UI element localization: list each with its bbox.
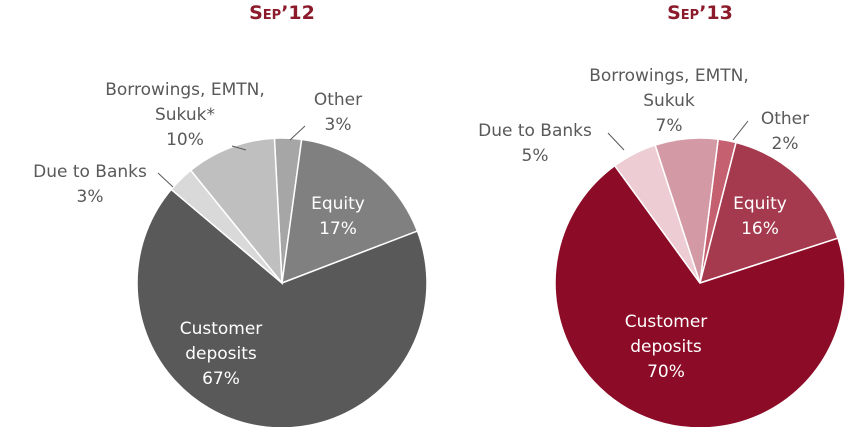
slice-label: Other 2% bbox=[745, 107, 825, 157]
value-label: 5% bbox=[521, 146, 549, 166]
category-label: Due to Banks bbox=[33, 162, 147, 182]
pie-slice bbox=[654, 137, 720, 284]
category-label: Borrowings, EMTN, Sukuk* bbox=[105, 80, 265, 125]
category-label: Equity bbox=[311, 194, 365, 214]
pie-slice bbox=[189, 137, 283, 286]
category-label: Equity bbox=[733, 194, 787, 214]
value-label: 67% bbox=[202, 369, 240, 389]
pie-slice bbox=[698, 141, 839, 285]
slice-label: Equity 16% bbox=[715, 192, 805, 242]
slice-label: Equity 17% bbox=[293, 192, 383, 242]
value-label: 17% bbox=[319, 219, 357, 239]
leader-line bbox=[732, 120, 749, 141]
slice-label: Borrowings, EMTN, Sukuk 7% bbox=[569, 64, 769, 139]
chart-title: Sep’12 bbox=[249, 2, 315, 24]
value-label: 10% bbox=[166, 130, 204, 150]
pie-slice bbox=[281, 138, 419, 285]
slice-label: Customer deposits 70% bbox=[606, 310, 726, 385]
value-label: 70% bbox=[647, 362, 685, 382]
leader-line bbox=[289, 125, 306, 141]
slice-label: Borrowings, EMTN, Sukuk* 10% bbox=[85, 78, 285, 153]
category-label: Due to Banks bbox=[478, 121, 592, 141]
leader-line bbox=[157, 172, 174, 188]
value-label: 3% bbox=[76, 187, 104, 207]
slice-label: Other 3% bbox=[293, 88, 383, 138]
leader-line bbox=[231, 145, 247, 151]
leader-line bbox=[607, 132, 625, 151]
value-label: 16% bbox=[741, 219, 779, 239]
pie-slice bbox=[554, 164, 845, 427]
slice-label: Due to Banks 3% bbox=[10, 160, 170, 210]
value-label: 7% bbox=[655, 116, 683, 136]
category-label: Other bbox=[760, 109, 810, 129]
category-label: Other bbox=[313, 90, 363, 110]
value-label: 2% bbox=[771, 134, 799, 154]
value-label: 3% bbox=[324, 115, 352, 135]
pie-slice bbox=[136, 188, 428, 427]
category-label: Customer deposits bbox=[179, 319, 263, 364]
category-label: Customer deposits bbox=[624, 312, 708, 357]
slice-label: Due to Banks 5% bbox=[455, 119, 615, 169]
chart-title: Sep’13 bbox=[667, 2, 733, 24]
category-label: Borrowings, EMTN, Sukuk bbox=[589, 66, 749, 111]
slice-label: Customer deposits 67% bbox=[161, 317, 281, 392]
